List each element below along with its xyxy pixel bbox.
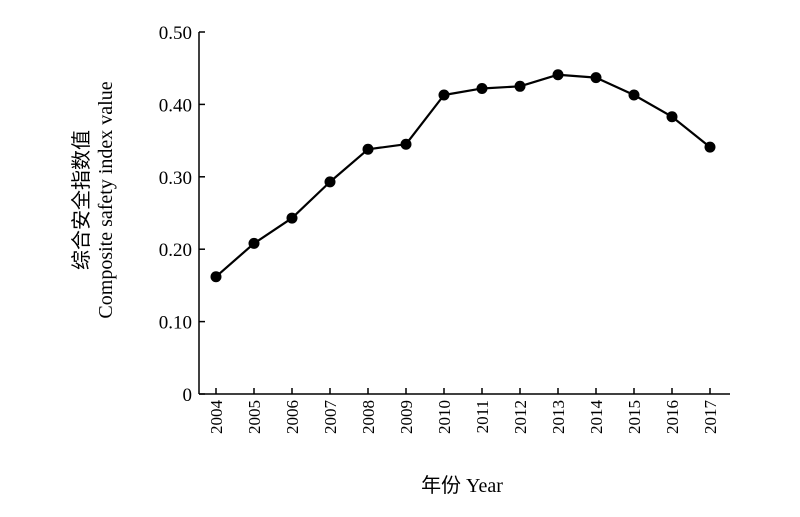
y-tick-label: 0.50 (159, 23, 192, 44)
y-axis-title-line2: Composite safety index value (95, 81, 117, 318)
y-tick-label: 0.20 (159, 240, 192, 261)
x-tick-label: 2007 (321, 400, 340, 435)
x-tick-label: 2012 (511, 400, 530, 434)
y-tick-label: 0.40 (159, 95, 192, 116)
x-tick-label: 2015 (625, 400, 644, 434)
data-point (248, 237, 260, 249)
data-point (362, 143, 374, 155)
data-point (476, 82, 488, 94)
x-tick-label: 2016 (663, 400, 682, 434)
x-tick-label: 2010 (435, 400, 454, 434)
data-point (438, 89, 450, 101)
x-tick-label: 2006 (283, 400, 302, 434)
y-tick-label: 0.30 (159, 168, 192, 189)
y-tick-label: 0.10 (159, 313, 192, 334)
series-line (215, 73, 711, 278)
x-tick-label: 2013 (549, 400, 568, 434)
x-tick-label: 2011 (473, 400, 492, 433)
data-point (704, 141, 716, 153)
data-point (666, 111, 678, 123)
y-tick-label: 0 (183, 385, 193, 406)
data-point (324, 176, 336, 188)
data-point (286, 212, 298, 224)
x-tick-label: 2017 (701, 400, 720, 435)
data-point (552, 69, 564, 81)
series-layer (210, 69, 716, 283)
data-point (628, 89, 640, 101)
y-axis-title: 综合安全指数值 Composite safety index value (70, 81, 117, 318)
data-point (590, 72, 602, 84)
x-axis-title: 年份 Year (421, 474, 503, 497)
x-tick-label: 2008 (359, 400, 378, 434)
x-tick-label: 2009 (397, 400, 416, 434)
x-tick-label: 2005 (245, 400, 264, 434)
data-point (514, 80, 526, 92)
x-tick-label: 2004 (207, 400, 226, 435)
tick-labels: 0 0.10 0.20 0.30 0.40 0.50 2004 2005 2006 2007 200… (159, 23, 720, 434)
x-tick-label: 2014 (587, 400, 606, 435)
axes (198, 31, 730, 395)
data-point (400, 138, 412, 150)
y-axis-title-line1: 综合安全指数值 (70, 130, 93, 270)
data-point (210, 271, 222, 283)
